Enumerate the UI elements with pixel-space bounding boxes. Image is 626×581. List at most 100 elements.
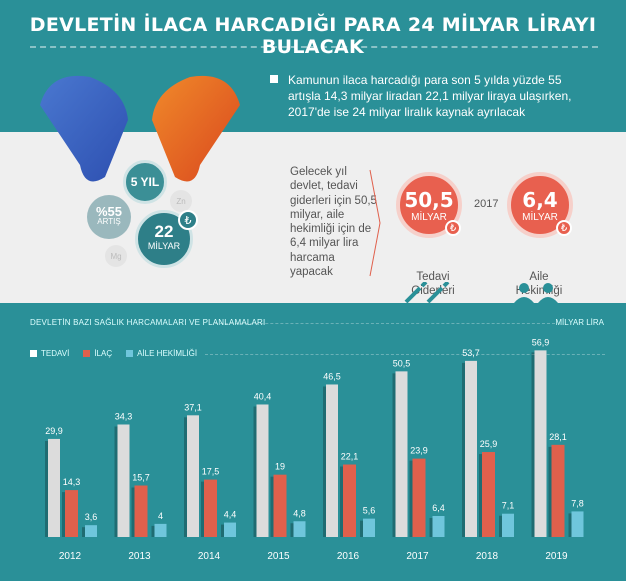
bar-tedavi̇	[326, 384, 338, 537]
mg-label: Mg	[110, 251, 122, 261]
treatment-unit: MİLYAR	[411, 211, 447, 223]
bar-ai̇le heki̇mli̇ği̇	[224, 522, 236, 537]
legend-item-tedavi: TEDAVİ	[30, 349, 69, 358]
treatment-value: 50,5	[404, 187, 454, 212]
bar-i̇laç	[134, 485, 148, 537]
bar-ai̇le heki̇mli̇ği̇	[363, 518, 375, 537]
legend-item-ilac: İLAÇ	[83, 349, 112, 358]
data-label: 15,7	[132, 473, 150, 483]
bar-shadow	[531, 352, 535, 537]
bar-ai̇le heki̇mli̇ği̇	[432, 516, 445, 537]
bar-shadow	[184, 417, 187, 537]
data-label: 14,3	[63, 477, 81, 487]
chart-title: DEVLETİN BAZI SAĞLIK HARCAMALARI VE PLAN…	[30, 318, 266, 327]
increase-bubble: %55 ARTIŞ	[87, 195, 131, 239]
data-label: 46,5	[323, 371, 341, 381]
bar-shadow	[45, 440, 48, 537]
page-title: DEVLETİN İLACA HARCADIĞI PARA 24 MİLYAR …	[29, 14, 597, 58]
data-label: 23,9	[410, 446, 428, 456]
x-tick-label: 2014	[198, 551, 221, 562]
family-medicine-bubble: 6,4 MİLYAR	[507, 172, 573, 238]
bar-shadow	[114, 426, 118, 537]
bar-i̇laç	[482, 452, 495, 537]
data-label: 4,4	[224, 510, 237, 520]
x-tick-label: 2019	[545, 551, 568, 562]
data-label: 19	[275, 462, 285, 472]
bar-i̇laç	[204, 479, 217, 537]
intro-text-block: Kamunun ilaca harcadığı para son 5 yılda…	[270, 72, 588, 120]
chart-unit: MİLYAR LİRA	[555, 318, 604, 327]
legend-item-aile: AİLE HEKİMLİĞİ	[126, 349, 197, 358]
doctors-icon	[514, 283, 558, 303]
family-medicine-value: 6,4	[522, 187, 558, 212]
data-label: 6,4	[432, 503, 445, 513]
family-medicine-unit: MİLYAR	[522, 211, 558, 223]
lira-symbol: ₺	[184, 214, 192, 227]
amount-unit: MİLYAR	[147, 241, 181, 251]
years-value: 5 YIL	[130, 175, 160, 189]
bar-i̇laç	[343, 464, 356, 537]
bar-tedavi̇	[534, 350, 547, 537]
bar-tedavi̇	[465, 360, 477, 537]
legend-label: AİLE HEKİMLİĞİ	[137, 349, 198, 358]
bar-shadow	[340, 466, 343, 537]
bar-shadow	[568, 513, 572, 537]
years-bubble: 5 YIL	[123, 160, 167, 204]
x-tick-label: 2018	[476, 551, 499, 562]
treatment-caption: Tedavi Giderleri	[411, 271, 455, 297]
data-label: 4	[158, 511, 163, 521]
amount-bubble: 22 MİLYAR	[135, 210, 193, 268]
bar-shadow	[253, 406, 257, 537]
bar-i̇laç	[551, 444, 565, 537]
x-tick-label: 2017	[406, 551, 429, 562]
bar-ai̇le heki̇mli̇ği̇	[154, 523, 167, 537]
bar-shadow	[290, 523, 294, 537]
bar-shadow	[221, 524, 224, 537]
forecast-text: Gelecek yıl devlet, tedavi giderleri içi…	[290, 166, 377, 279]
data-label: 25,9	[480, 439, 498, 449]
data-label: 5,6	[363, 506, 376, 516]
bar-chart: 29,9 14,3 3,6 2012 34,3 15,7 4 2013 37,1 17,5 4,4 2…	[45, 337, 584, 562]
data-label: 28,1	[549, 432, 567, 442]
bar-tedavi̇	[117, 424, 130, 537]
chevron-divider	[369, 169, 381, 277]
bar-shadow	[270, 476, 274, 537]
bar-ai̇le heki̇mli̇ği̇	[293, 521, 306, 537]
bullet-icon	[270, 75, 278, 83]
data-label: 7,8	[571, 498, 584, 508]
lira-icon: ₺	[445, 220, 461, 236]
data-label: 4,8	[293, 508, 306, 518]
bar-tedavi̇	[256, 404, 269, 537]
amount-value: 22	[154, 222, 174, 241]
forecast-year: 2017	[474, 198, 499, 210]
syringe-icon	[404, 282, 450, 304]
bar-ai̇le heki̇mli̇ği̇	[85, 525, 97, 537]
chart-legend: TEDAVİ İLAÇ AİLE HEKİMLİĞİ	[30, 349, 197, 358]
bar-shadow	[151, 525, 155, 537]
bar-i̇laç	[65, 490, 78, 537]
bar-tedavi̇	[395, 371, 408, 537]
data-label: 3,6	[85, 512, 98, 522]
bar-shadow	[409, 460, 413, 537]
data-label: 53,7	[462, 348, 480, 358]
bar-shadow	[131, 487, 135, 537]
data-label: 22,1	[341, 452, 359, 462]
data-label: 7,1	[502, 501, 515, 511]
bar-shadow	[360, 520, 363, 537]
x-tick-label: 2015	[267, 551, 290, 562]
data-label: 17,5	[202, 467, 220, 477]
bar-ai̇le heki̇mli̇ği̇	[571, 511, 584, 537]
bar-shadow	[82, 527, 85, 537]
bar-shadow	[548, 446, 552, 537]
capsule-icon	[40, 75, 240, 182]
data-label: 40,4	[254, 391, 272, 401]
x-tick-label: 2016	[337, 551, 360, 562]
divider	[30, 46, 598, 48]
bar-shadow	[392, 373, 396, 537]
legend-label: İLAÇ	[94, 349, 113, 358]
bar-tedavi̇	[187, 415, 199, 537]
zn-bubble: Zn	[170, 190, 192, 212]
bar-ai̇le heki̇mli̇ği̇	[502, 513, 514, 537]
bar-tedavi̇	[48, 438, 60, 537]
mg-bubble: Mg	[105, 245, 127, 267]
